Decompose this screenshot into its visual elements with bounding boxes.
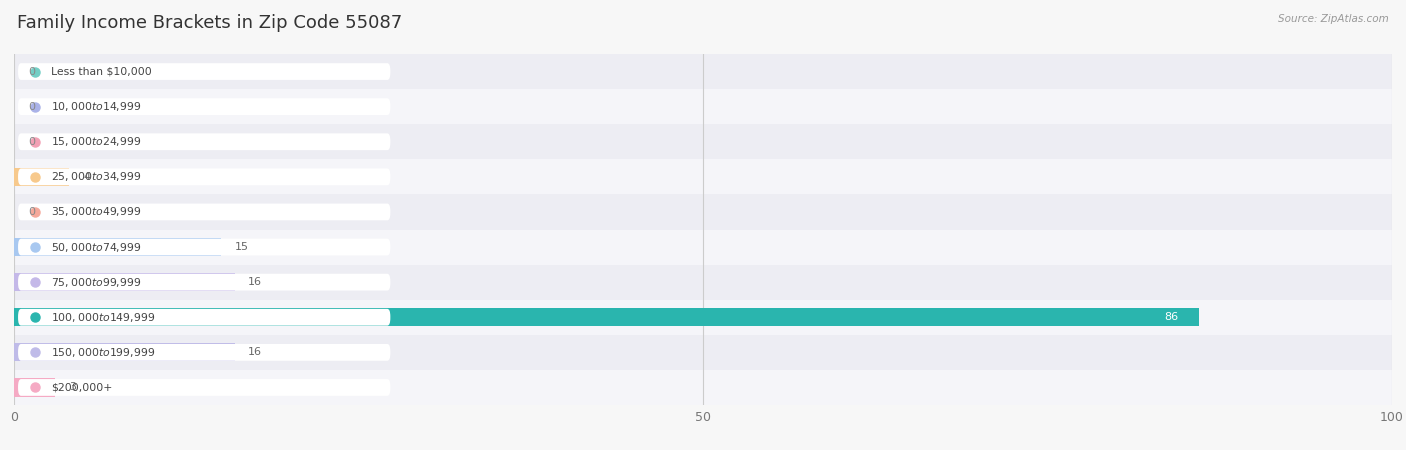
FancyBboxPatch shape xyxy=(18,379,391,396)
Bar xyxy=(14,308,1199,326)
Bar xyxy=(14,273,235,291)
Bar xyxy=(14,343,235,361)
FancyBboxPatch shape xyxy=(18,203,391,220)
FancyBboxPatch shape xyxy=(18,238,391,256)
FancyBboxPatch shape xyxy=(18,168,391,185)
Bar xyxy=(14,168,69,186)
Bar xyxy=(14,230,1392,265)
Text: 0: 0 xyxy=(28,137,35,147)
Bar xyxy=(14,370,1392,405)
Text: $75,000 to $99,999: $75,000 to $99,999 xyxy=(51,276,142,288)
Bar xyxy=(14,159,1392,194)
Bar xyxy=(14,265,1392,300)
FancyBboxPatch shape xyxy=(18,309,391,326)
Text: 4: 4 xyxy=(83,172,90,182)
Bar xyxy=(14,54,1392,89)
Bar xyxy=(14,335,1392,370)
Text: 16: 16 xyxy=(249,347,263,357)
Text: 15: 15 xyxy=(235,242,249,252)
Text: $100,000 to $149,999: $100,000 to $149,999 xyxy=(51,311,156,324)
Text: 86: 86 xyxy=(1164,312,1178,322)
FancyBboxPatch shape xyxy=(18,133,391,150)
Text: $10,000 to $14,999: $10,000 to $14,999 xyxy=(51,100,142,113)
Bar xyxy=(14,378,55,396)
Bar xyxy=(14,300,1392,335)
Bar xyxy=(14,194,1392,230)
Text: 0: 0 xyxy=(28,102,35,112)
FancyBboxPatch shape xyxy=(18,274,391,291)
Text: $50,000 to $74,999: $50,000 to $74,999 xyxy=(51,241,142,253)
Text: $35,000 to $49,999: $35,000 to $49,999 xyxy=(51,206,142,218)
Text: $15,000 to $24,999: $15,000 to $24,999 xyxy=(51,135,142,148)
Bar xyxy=(14,89,1392,124)
Text: $150,000 to $199,999: $150,000 to $199,999 xyxy=(51,346,156,359)
FancyBboxPatch shape xyxy=(18,344,391,361)
Text: 0: 0 xyxy=(28,67,35,76)
FancyBboxPatch shape xyxy=(18,63,391,80)
Text: $200,000+: $200,000+ xyxy=(51,382,112,392)
Text: 3: 3 xyxy=(69,382,76,392)
Bar xyxy=(14,238,221,256)
Bar xyxy=(14,124,1392,159)
Text: Source: ZipAtlas.com: Source: ZipAtlas.com xyxy=(1278,14,1389,23)
Text: 0: 0 xyxy=(28,207,35,217)
Text: $25,000 to $34,999: $25,000 to $34,999 xyxy=(51,171,142,183)
FancyBboxPatch shape xyxy=(18,98,391,115)
Text: 16: 16 xyxy=(249,277,263,287)
Text: Family Income Brackets in Zip Code 55087: Family Income Brackets in Zip Code 55087 xyxy=(17,14,402,32)
Text: Less than $10,000: Less than $10,000 xyxy=(51,67,152,76)
